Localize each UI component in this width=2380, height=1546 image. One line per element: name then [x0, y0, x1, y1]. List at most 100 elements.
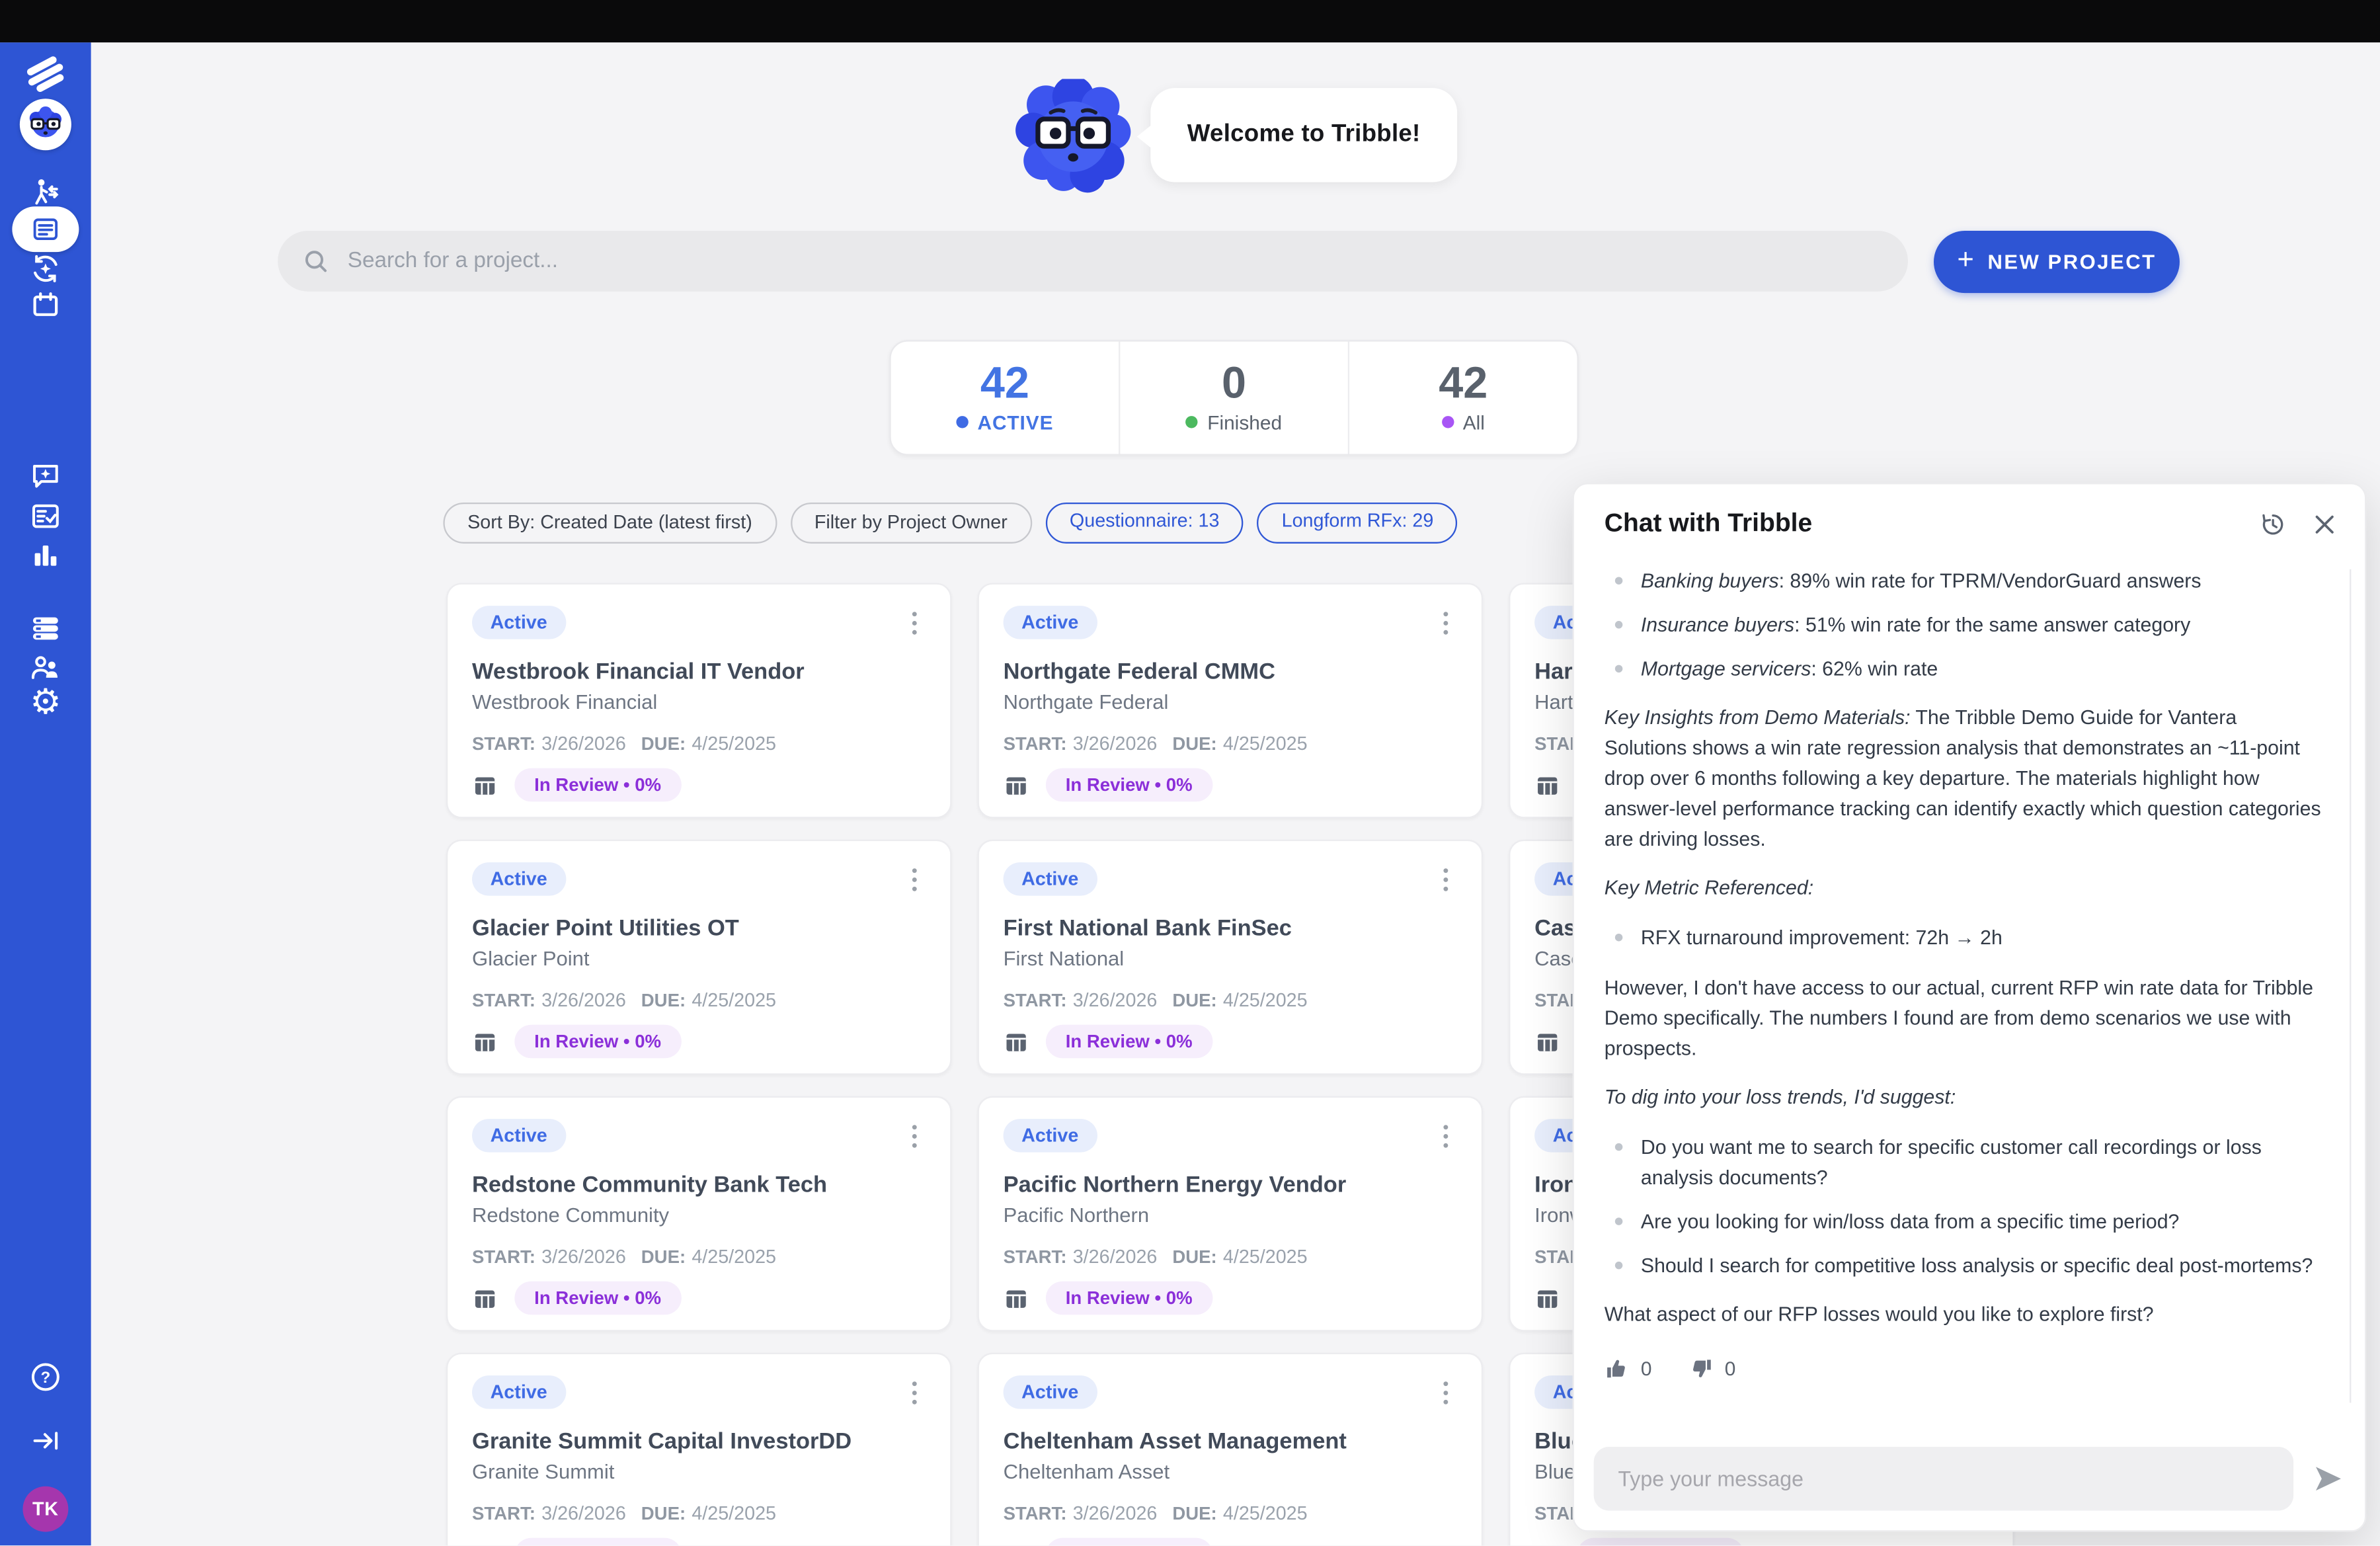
- chat-scrollbar[interactable]: [2350, 569, 2352, 1403]
- table-icon: [1006, 1289, 1026, 1307]
- sidebar-item-projects-active[interactable]: [0, 206, 91, 253]
- stat-active[interactable]: 42 ACTIVE: [891, 342, 1119, 454]
- user-avatar[interactable]: TK: [0, 1486, 91, 1532]
- active-count: 42: [980, 358, 1029, 408]
- avatar-initials: TK: [22, 1486, 69, 1532]
- table-icon: [1006, 776, 1026, 794]
- svg-text:?: ?: [40, 1369, 50, 1387]
- kebab-menu-icon[interactable]: [1435, 1375, 1457, 1410]
- mascot-avatar-icon[interactable]: [0, 99, 91, 151]
- project-card[interactable]: Active Redstone Community Bank Tech Reds…: [446, 1096, 952, 1332]
- chat-bullet: Are you looking for win/loss data from a…: [1605, 1207, 2322, 1237]
- kebab-menu-icon[interactable]: [1435, 1119, 1457, 1154]
- review-progress-badge: In Review • 0%: [1045, 768, 1212, 802]
- owner-filter-chip[interactable]: Filter by Project Owner: [790, 502, 1032, 544]
- table-icon: [472, 1542, 498, 1546]
- project-card[interactable]: Active Westbrook Financial IT Vendor Wes…: [446, 583, 952, 819]
- status-badge: Active: [1003, 862, 1097, 896]
- sidebar-item-walkthrough[interactable]: [0, 176, 91, 210]
- review-progress-badge: In Review • 0%: [514, 1537, 681, 1546]
- stat-all[interactable]: 42 All: [1347, 341, 1577, 454]
- all-count: 42: [1439, 358, 1488, 408]
- review-progress-badge: In Review • 0%: [514, 1024, 681, 1059]
- win-rate-bullet-list: Banking buyers: 89% win rate for TPRM/Ve…: [1605, 566, 2322, 684]
- sidebar-item-content-library[interactable]: [0, 612, 91, 645]
- sidebar-item-analytics[interactable]: [0, 540, 91, 571]
- project-title: Pacific Northern Energy Vendor: [1003, 1172, 1347, 1198]
- finished-dot: [1186, 416, 1199, 428]
- gear-icon: ⚙: [30, 683, 61, 723]
- kebab-menu-icon[interactable]: [903, 862, 926, 897]
- new-project-label: NEW PROJECT: [1987, 250, 2157, 274]
- sidebar-item-chat-assistant[interactable]: [0, 458, 91, 492]
- chat-title: Chat with Tribble: [1604, 509, 1813, 538]
- chat-message-input[interactable]: [1593, 1447, 2294, 1511]
- chat-history-icon[interactable]: [2258, 509, 2287, 538]
- sidebar-item-sign-out[interactable]: [0, 1426, 91, 1456]
- kebab-menu-icon[interactable]: [903, 606, 926, 641]
- plus-icon: +: [1957, 244, 1974, 276]
- chat-header: Chat with Tribble: [1574, 484, 2365, 551]
- project-client: Cheltenham Asset: [1003, 1460, 1170, 1484]
- sidebar-item-calendar[interactable]: [0, 290, 91, 321]
- filter-chips: Sort By: Created Date (latest first) Fil…: [443, 502, 1458, 544]
- table-icon: [1534, 1542, 1560, 1546]
- sidebar-item-help[interactable]: ?: [0, 1360, 91, 1394]
- project-card[interactable]: Active First National Bank FinSec First …: [977, 839, 1484, 1075]
- kebab-menu-icon[interactable]: [903, 1375, 926, 1410]
- kebab-menu-icon[interactable]: [903, 1119, 926, 1154]
- status-badge: Active: [472, 862, 566, 896]
- tribble-logo-icon[interactable]: [0, 53, 91, 95]
- project-title: Westbrook Financial IT Vendor: [472, 659, 805, 685]
- send-icon[interactable]: [2312, 1462, 2346, 1496]
- project-card[interactable]: Active Northgate Federal CMMC Northgate …: [977, 583, 1484, 819]
- stat-finished[interactable]: 0 Finished: [1119, 341, 1348, 454]
- sidebar-item-team[interactable]: [0, 651, 91, 685]
- main-content: Welcome to Tribble! + NEW PROJECT 42 ACT…: [91, 42, 2380, 1546]
- chat-paragraph-insights: Key Insights from Demo Materials: The Tr…: [1604, 706, 2321, 850]
- status-badge: Active: [472, 1119, 566, 1153]
- welcome-bubble: Welcome to Tribble!: [1136, 88, 1458, 183]
- chat-input-row: [1593, 1447, 2346, 1511]
- welcome-text: Welcome to Tribble!: [1187, 121, 1421, 147]
- kebab-menu-icon[interactable]: [1435, 606, 1457, 641]
- sort-chip[interactable]: Sort By: Created Date (latest first): [443, 502, 777, 544]
- suggestion-bullet-list: Do you want me to search for specific cu…: [1605, 1133, 2322, 1280]
- project-client: Granite Summit: [472, 1460, 615, 1484]
- chat-metric-heading: Key Metric Referenced:: [1604, 876, 1814, 900]
- project-client: Redstone Community: [472, 1203, 670, 1227]
- search-input[interactable]: [344, 247, 1908, 275]
- review-progress-badge: In Review • 0%: [514, 1281, 681, 1315]
- table-icon: [1006, 1033, 1026, 1051]
- sidebar-item-sync[interactable]: [0, 252, 91, 286]
- search-icon: [305, 251, 327, 272]
- chat-bullet: Do you want me to search for specific cu…: [1605, 1133, 2322, 1193]
- project-card[interactable]: Active Pacific Northern Energy Vendor Pa…: [977, 1096, 1484, 1332]
- longform-chip[interactable]: Longform RFx: 29: [1257, 502, 1458, 544]
- project-card[interactable]: Active Glacier Point Utilities OT Glacie…: [446, 839, 952, 1075]
- project-client: Westbrook Financial: [472, 690, 658, 714]
- new-project-button[interactable]: + NEW PROJECT: [1934, 230, 2180, 294]
- thumbs-down-icon[interactable]: [1688, 1356, 1714, 1382]
- thumbs-up-icon[interactable]: [1605, 1356, 1630, 1382]
- chat-close-icon[interactable]: [2312, 511, 2338, 537]
- project-card[interactable]: Active Cheltenham Asset Management Chelt…: [977, 1352, 1484, 1546]
- sidebar-item-review-tasks[interactable]: [0, 499, 91, 533]
- sidebar-item-settings[interactable]: ⚙: [0, 686, 91, 721]
- review-progress-badge: In Review • 0%: [1045, 1024, 1212, 1059]
- active-label: ACTIVE: [977, 411, 1054, 434]
- all-label: All: [1462, 411, 1485, 434]
- project-client: Hartf: [1534, 690, 1579, 714]
- metric-bullet-list: RFX turnaround improvement: 72h → 2h: [1605, 923, 2322, 953]
- thumbs-down-count: 0: [1724, 1357, 1736, 1381]
- chat-panel: Chat with Tribble Banking buyers:: [1572, 483, 2367, 1532]
- project-card[interactable]: Active Granite Summit Capital InvestorDD…: [446, 1352, 952, 1546]
- kebab-menu-icon[interactable]: [1435, 862, 1457, 897]
- questionnaire-chip[interactable]: Questionnaire: 13: [1045, 502, 1244, 544]
- table-icon: [475, 1289, 495, 1307]
